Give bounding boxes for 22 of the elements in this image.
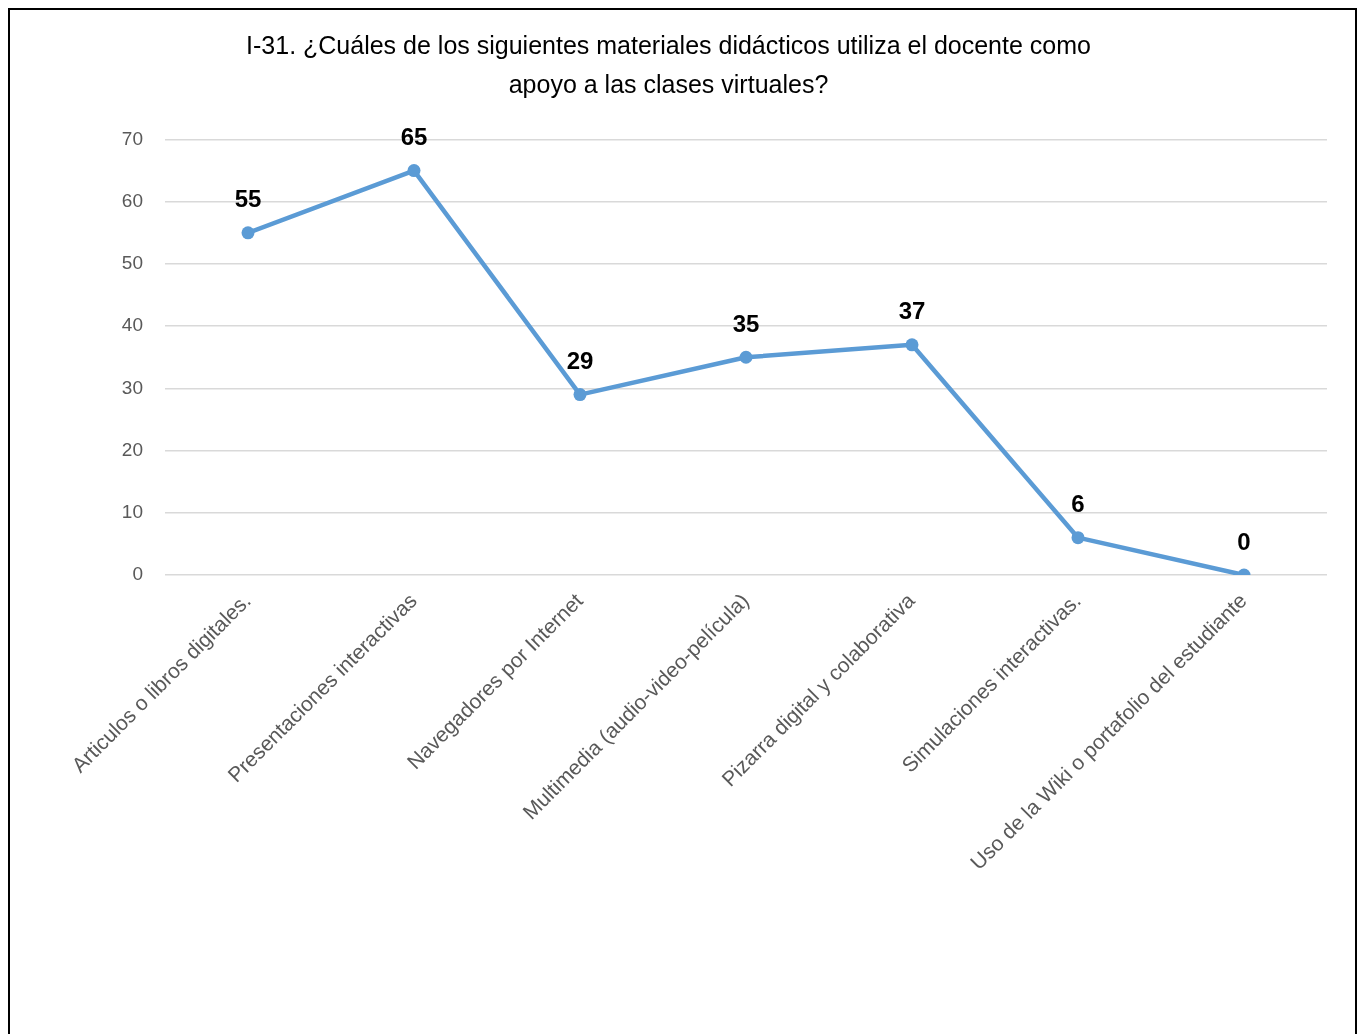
- data-label: 37: [898, 297, 926, 325]
- y-tick-label: 0: [132, 563, 143, 585]
- point: [573, 388, 587, 402]
- point: [905, 338, 919, 352]
- y-tick-label: 10: [121, 501, 143, 523]
- data-label: 65: [400, 123, 428, 151]
- y-tick-label: 40: [121, 314, 143, 336]
- y-tick-label: 30: [121, 376, 143, 398]
- y-tick-label: 70: [121, 127, 143, 149]
- data-label: 55: [234, 185, 262, 213]
- point: [241, 226, 255, 240]
- point: [1071, 531, 1085, 545]
- data-label: 29: [566, 347, 594, 375]
- data-label: 35: [732, 309, 760, 337]
- point: [407, 164, 421, 178]
- data-label: 6: [1071, 490, 1085, 518]
- data-label: 0: [1237, 527, 1251, 555]
- point: [739, 350, 753, 364]
- y-tick-label: 20: [121, 438, 143, 460]
- chart-title: I-31. ¿Cuáles de los siguientes materiales didácticos utiliza el docente como apoyo a las clases virtuales?: [246, 31, 1091, 99]
- y-tick-label: 60: [121, 189, 143, 211]
- y-tick-label: 50: [121, 252, 143, 274]
